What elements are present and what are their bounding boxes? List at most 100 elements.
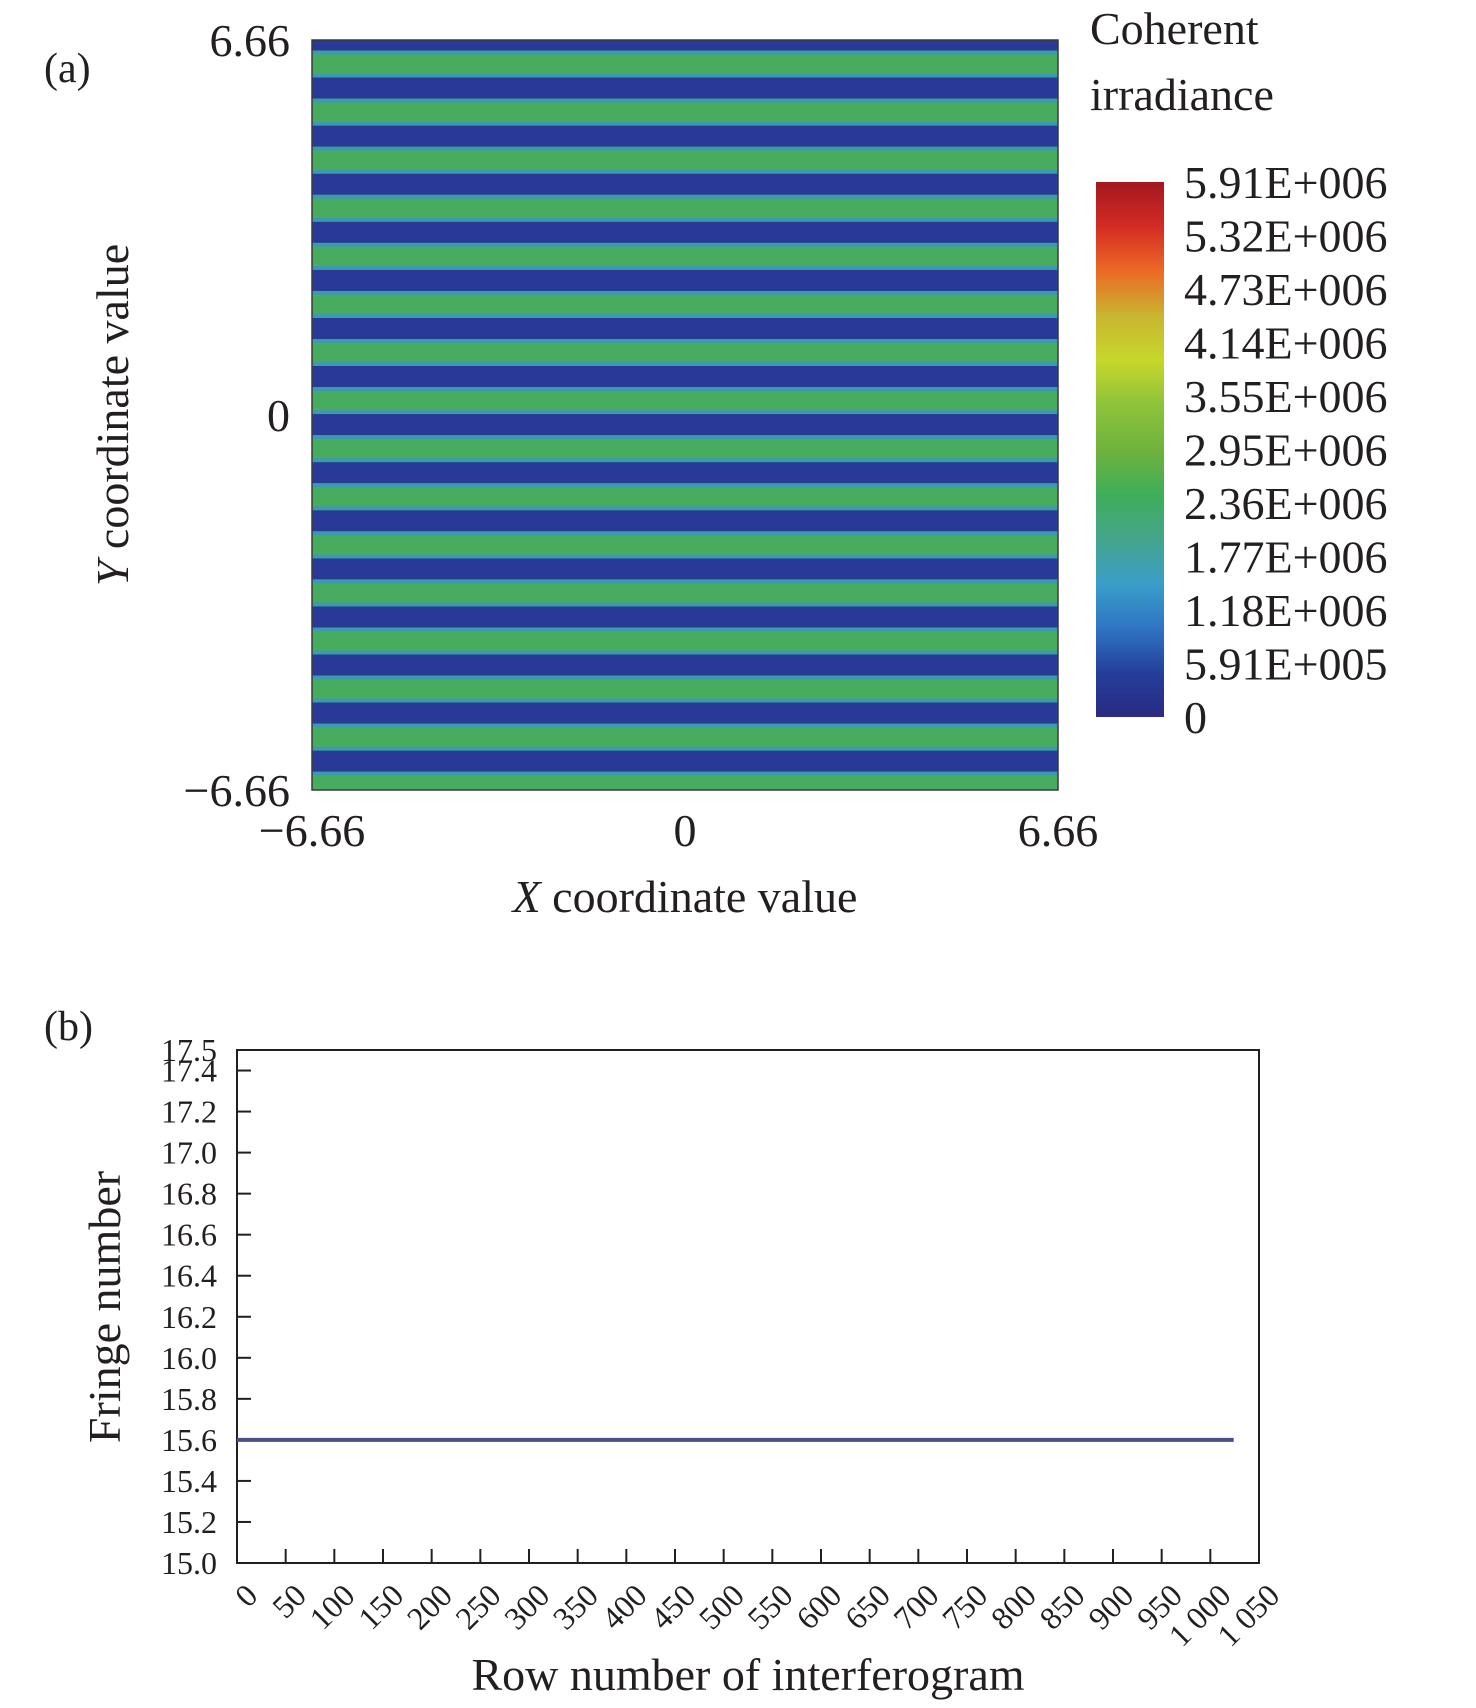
a-y-tick-labels: 6.66 0 −6.66 — [184, 15, 290, 816]
b-x-tick-label: 750 — [935, 1577, 994, 1636]
colorbar-label: 1.18E+006 — [1184, 585, 1388, 636]
fringe-edge-band — [312, 698, 1058, 703]
colorbar-label: 5.91E+005 — [1184, 639, 1388, 690]
colorbar-label: 0 — [1184, 692, 1207, 743]
fringe-edge-band — [312, 121, 1058, 126]
fringe-edge-band — [312, 146, 1058, 151]
fringe-edge-band — [312, 265, 1058, 270]
fringe-dark-band — [312, 317, 1058, 340]
colorbar-label: 2.36E+006 — [1184, 478, 1388, 529]
b-x-tick-label: 550 — [740, 1577, 799, 1636]
b-y-tick-label: 15.8 — [161, 1381, 217, 1417]
a-x-tick-label: 6.66 — [1018, 805, 1099, 856]
b-x-tick-label: 650 — [838, 1577, 897, 1636]
fringe-edge-band — [312, 723, 1058, 728]
fringe-dark-band — [312, 414, 1058, 436]
b-x-tick-label: 400 — [594, 1577, 653, 1636]
colorbar-label: 5.91E+006 — [1184, 157, 1388, 208]
fringe-edge-band — [312, 387, 1058, 391]
fringe-edge-band — [312, 339, 1058, 343]
fringe-edge-band — [312, 579, 1058, 584]
fringe-edge-band — [312, 602, 1058, 607]
interference-pattern — [312, 40, 1058, 790]
colorbar-title-line2: irradiance — [1090, 69, 1274, 120]
y-axis-label: Y coordinate value — [87, 244, 138, 586]
panel-a: (a) 6.66 0 −6.66 −6.66 0 6.66 X coordinate v… — [44, 3, 1388, 922]
fringe-edge-band — [312, 627, 1058, 632]
x-axis-label: X coordinate value — [511, 871, 858, 922]
b-y-tick-label: 15.2 — [161, 1504, 217, 1540]
panel-b-label: (b) — [44, 1004, 93, 1050]
b-y-tick-label: 17.4 — [161, 1053, 217, 1089]
a-y-tick-label: 0 — [267, 390, 290, 441]
fringe-edge-band — [312, 410, 1058, 415]
fringe-edge-band — [312, 98, 1058, 103]
fringe-dark-band — [312, 365, 1058, 388]
b-x-tick-label: 600 — [789, 1577, 848, 1636]
a-x-tick-label: −6.66 — [259, 805, 365, 856]
fringe-edge-band — [312, 290, 1058, 295]
panel-a-label: (a) — [44, 46, 91, 92]
b-x-tick-label: 900 — [1081, 1577, 1140, 1636]
fringe-dark-band — [312, 77, 1058, 99]
fringe-edge-band — [312, 217, 1058, 222]
fringe-dark-band — [312, 173, 1058, 195]
fringe-dark-band — [312, 654, 1058, 676]
fringe-dark-band — [312, 221, 1058, 243]
a-y-tick-label: 6.66 — [210, 15, 291, 66]
b-x-tick-label: 250 — [448, 1577, 507, 1636]
fringe-dark-band — [312, 462, 1058, 484]
fringe-edge-band — [312, 746, 1058, 751]
fringe-edge-band — [312, 506, 1058, 511]
fringe-edge-band — [312, 771, 1058, 776]
fringe-dark-band — [312, 40, 1058, 51]
b-y-tick-label: 17.2 — [161, 1094, 217, 1130]
fringe-edge-band — [312, 194, 1058, 199]
b-y-tick-label: 15.6 — [161, 1422, 217, 1458]
colorbar-label: 3.55E+006 — [1184, 371, 1388, 422]
fringe-dark-band — [312, 702, 1058, 724]
fringe-edge-band — [312, 531, 1058, 536]
fringe-edge-band — [312, 675, 1058, 680]
colorbar-label: 1.77E+006 — [1184, 532, 1388, 583]
panel-b: (b) 15.0 15.2 15.4 15.6 15.8 16.0 16.2 16.4 16.6… — [44, 1004, 1286, 1700]
fringe-dark-band — [312, 750, 1058, 772]
colorbar-label: 2.95E+006 — [1184, 425, 1388, 476]
fringe-edge-band — [312, 483, 1058, 488]
colorbar-label: 5.32E+006 — [1184, 211, 1388, 262]
b-y-tick-label: 16.2 — [161, 1299, 217, 1335]
fringe-dark-band — [312, 558, 1058, 580]
b-x-tick-label: 800 — [984, 1577, 1043, 1636]
colorbar-label: 4.14E+006 — [1184, 318, 1388, 369]
b-x-tick-label: 350 — [546, 1577, 605, 1636]
fringe-edge-band — [312, 362, 1058, 366]
fringe-dark-band — [312, 510, 1058, 532]
b-x-tick-label: 50 — [265, 1577, 313, 1625]
colorbar-gradient — [1096, 182, 1164, 717]
heatmap-frame — [311, 39, 1059, 791]
b-x-axis-ticks: 0 501001502002503003504004505005506006507… — [228, 1549, 1286, 1653]
b-x-tick-label: 150 — [351, 1577, 410, 1636]
b-x-tick-label: 300 — [497, 1577, 556, 1636]
fringe-dark-band — [312, 606, 1058, 628]
colorbar-labels: 5.91E+0065.32E+0064.73E+0064.14E+0063.55… — [1184, 157, 1388, 743]
fringe-edge-band — [312, 50, 1058, 55]
colorbar-title-line1: Coherent — [1090, 3, 1259, 54]
b-x-tick-label: 500 — [692, 1577, 751, 1636]
b-y-tick-label: 16.0 — [161, 1340, 217, 1376]
b-y-tick-label: 17.5 — [161, 1032, 217, 1068]
b-x-tick-label: 200 — [400, 1577, 459, 1636]
b-x-axis-label: Row number of interferogram — [471, 1649, 1024, 1700]
b-x-tick-label: 450 — [643, 1577, 702, 1636]
plot-frame — [236, 1049, 1260, 1564]
a-x-tick-labels: −6.66 0 6.66 — [259, 805, 1098, 856]
b-y-tick-label: 16.8 — [161, 1176, 217, 1212]
b-x-tick-label: 100 — [302, 1577, 361, 1636]
fringe-edge-band — [312, 458, 1058, 463]
colorbar: Coherent irradiance 5.91E+0065.32E+0064.… — [1090, 3, 1388, 743]
b-y-tick-label: 16.6 — [161, 1217, 217, 1253]
fringe-edge-band — [312, 650, 1058, 655]
fringe-edge-band — [312, 435, 1058, 440]
fringe-dark-band — [312, 269, 1058, 291]
